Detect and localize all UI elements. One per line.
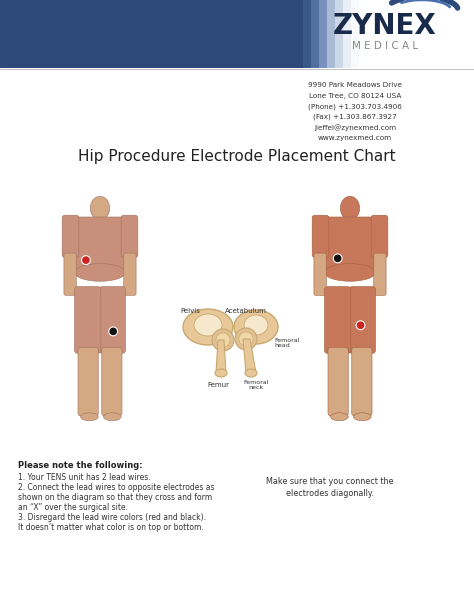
Bar	[319, 0, 327, 68]
Circle shape	[212, 329, 234, 351]
Text: Femur: Femur	[207, 382, 229, 388]
Circle shape	[239, 332, 253, 346]
FancyBboxPatch shape	[74, 286, 101, 354]
Ellipse shape	[74, 264, 126, 281]
Ellipse shape	[103, 413, 121, 421]
Text: Acetabulum: Acetabulum	[225, 308, 267, 314]
Bar	[311, 0, 319, 68]
Ellipse shape	[81, 413, 98, 421]
Polygon shape	[216, 340, 226, 373]
FancyBboxPatch shape	[352, 347, 372, 416]
Ellipse shape	[245, 369, 257, 377]
FancyBboxPatch shape	[349, 286, 375, 354]
FancyBboxPatch shape	[102, 347, 122, 416]
FancyBboxPatch shape	[64, 253, 76, 295]
Bar	[96, 207, 104, 221]
Text: jleffel@zynexmed.com: jleffel@zynexmed.com	[314, 124, 396, 131]
Ellipse shape	[331, 413, 348, 421]
Ellipse shape	[354, 413, 371, 421]
Text: Pelvis: Pelvis	[180, 308, 200, 314]
Text: (Phone) +1.303.703.4906: (Phone) +1.303.703.4906	[308, 103, 402, 110]
Circle shape	[109, 327, 118, 336]
Text: shown on the diagram so that they cross and form: shown on the diagram so that they cross …	[18, 493, 212, 502]
FancyBboxPatch shape	[121, 215, 138, 257]
Text: 3. Disregard the lead wire colors (red and black).: 3. Disregard the lead wire colors (red a…	[18, 513, 206, 522]
FancyBboxPatch shape	[124, 253, 136, 295]
Text: It doesn’t matter what color is on top or bottom.: It doesn’t matter what color is on top o…	[18, 523, 204, 532]
Text: (Fax) +1.303.867.3927: (Fax) +1.303.867.3927	[313, 113, 397, 120]
Text: M E D I C A L: M E D I C A L	[352, 41, 418, 51]
Bar	[335, 0, 343, 68]
Ellipse shape	[91, 196, 109, 220]
Circle shape	[235, 328, 257, 350]
Text: ZYNEX: ZYNEX	[333, 12, 437, 40]
Text: www.zynexmed.com: www.zynexmed.com	[318, 134, 392, 140]
Ellipse shape	[244, 315, 268, 335]
Text: 2. Connect the lead wires to opposite electrodes as: 2. Connect the lead wires to opposite el…	[18, 483, 215, 492]
Text: Femoral
neck: Femoral neck	[243, 379, 269, 390]
FancyBboxPatch shape	[314, 253, 326, 295]
Bar	[327, 0, 335, 68]
Ellipse shape	[183, 309, 233, 345]
Text: Please note the following:: Please note the following:	[18, 461, 143, 470]
Text: Lone Tree, CO 80124 USA: Lone Tree, CO 80124 USA	[309, 93, 401, 99]
Text: electrodes diagonally.: electrodes diagonally.	[286, 489, 374, 498]
Text: Femoral
head: Femoral head	[274, 338, 300, 348]
Ellipse shape	[325, 264, 375, 281]
Bar	[303, 0, 311, 68]
Circle shape	[82, 256, 91, 265]
Bar	[0, 0, 300, 68]
Text: 1. Your TENS unit has 2 lead wires.: 1. Your TENS unit has 2 lead wires.	[18, 473, 151, 482]
FancyBboxPatch shape	[371, 215, 388, 257]
FancyBboxPatch shape	[374, 253, 386, 295]
FancyBboxPatch shape	[325, 217, 375, 275]
Text: an “X” over the surgical site.: an “X” over the surgical site.	[18, 503, 128, 512]
Bar	[343, 0, 351, 68]
FancyBboxPatch shape	[62, 215, 79, 257]
Text: Make sure that you connect the: Make sure that you connect the	[266, 477, 394, 486]
FancyBboxPatch shape	[312, 215, 329, 257]
Text: Hip Procedure Electrode Placement Chart: Hip Procedure Electrode Placement Chart	[78, 148, 396, 164]
FancyBboxPatch shape	[325, 286, 351, 354]
Bar	[346, 207, 355, 221]
Circle shape	[216, 333, 230, 347]
Ellipse shape	[215, 369, 227, 377]
Text: 9990 Park Meadows Drive: 9990 Park Meadows Drive	[308, 82, 402, 88]
FancyBboxPatch shape	[328, 347, 348, 416]
Ellipse shape	[194, 314, 222, 336]
Polygon shape	[243, 339, 256, 373]
Bar	[295, 0, 303, 68]
Ellipse shape	[234, 310, 278, 344]
Ellipse shape	[340, 196, 360, 220]
Bar	[351, 0, 359, 68]
Circle shape	[333, 254, 342, 263]
FancyBboxPatch shape	[78, 347, 98, 416]
FancyBboxPatch shape	[99, 286, 126, 354]
FancyBboxPatch shape	[74, 217, 126, 275]
Circle shape	[356, 321, 365, 330]
